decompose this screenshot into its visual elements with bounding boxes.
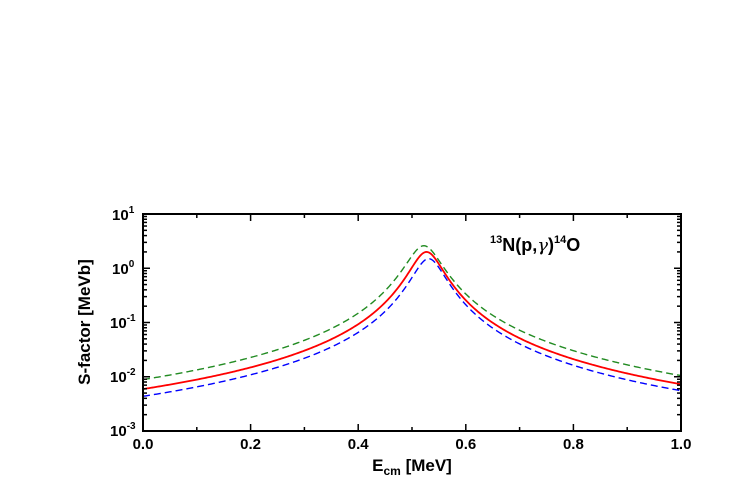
plot-lines (142, 245, 682, 398)
x-tick-label: 1.0 (671, 436, 692, 453)
x-tick-label: 0.2 (240, 436, 261, 453)
axis-ticks (142, 213, 682, 432)
x-tick-label: 0.0 (133, 436, 154, 453)
y-tick-label: 101 (112, 205, 135, 224)
y-tick-label: 100 (112, 259, 135, 278)
series-line (142, 258, 682, 398)
y-tick-label: 10-1 (110, 313, 136, 332)
series-line (142, 245, 682, 381)
reaction-annotation: 13N(p,γ)14O (490, 234, 580, 256)
x-tick-label: 0.6 (455, 436, 476, 453)
x-axis-title: Ecm [MeV] (372, 456, 452, 478)
y-tick-label: 10-2 (110, 367, 136, 386)
y-axis-title: S-factor [MeVb] (75, 259, 94, 385)
x-tick-label: 0.8 (563, 436, 584, 453)
y-tick-label: 10-3 (110, 421, 136, 440)
x-tick-label: 0.4 (348, 436, 370, 453)
series-line (142, 251, 682, 390)
plot-frame (142, 213, 682, 432)
